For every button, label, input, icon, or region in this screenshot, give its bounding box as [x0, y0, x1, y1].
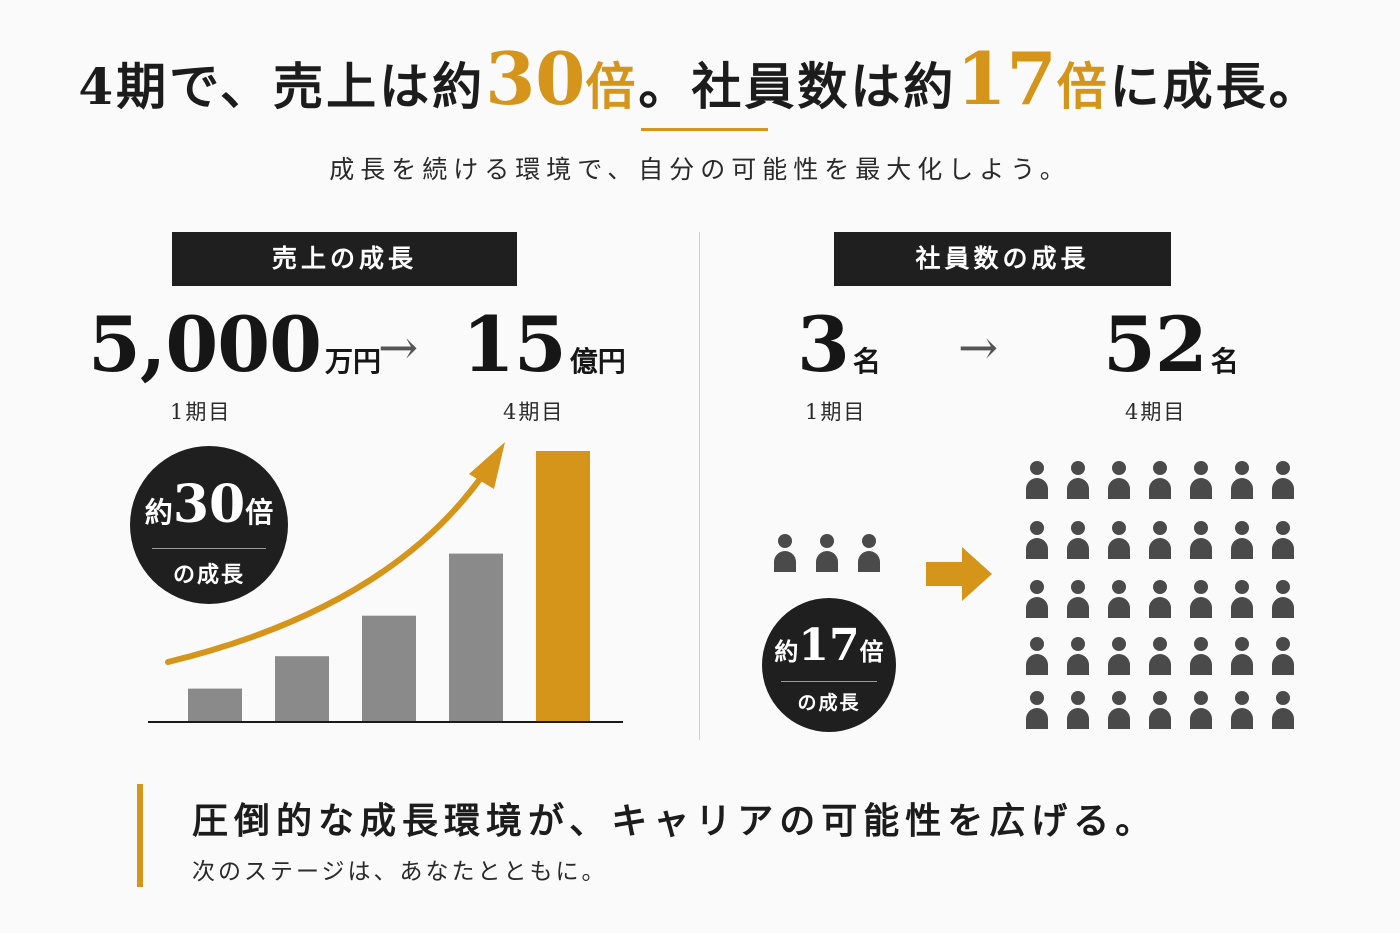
person-icon	[858, 534, 880, 572]
sales-bars	[188, 451, 590, 721]
staff-badge-number: 17	[798, 620, 860, 671]
sales-bar-1	[188, 688, 242, 721]
person-icon	[1067, 637, 1089, 675]
headline-part3: に成長。	[1109, 57, 1322, 116]
person-icon	[1067, 691, 1089, 729]
person-icon	[1190, 637, 1212, 675]
sales-bar-4	[449, 553, 503, 721]
person-icon	[1108, 637, 1130, 675]
person-icon	[1026, 461, 1048, 499]
person-icon	[1026, 521, 1048, 559]
sales-section-label: 売上の成長	[172, 232, 517, 286]
person-icon	[1108, 580, 1130, 618]
sales-badge-suffix: 倍	[245, 496, 274, 529]
sales-from-period: 1期目	[170, 400, 232, 424]
staff-from-value: 3	[797, 300, 850, 389]
title-underline	[641, 128, 768, 131]
staff-badge-caption: の成長	[797, 692, 861, 714]
person-icon	[1272, 637, 1294, 675]
headline-sales-unit: 倍	[585, 57, 639, 116]
person-icon	[1149, 691, 1171, 729]
sales-growth-chart	[148, 442, 623, 723]
sales-bar-3	[362, 615, 416, 721]
staff-to-value: 52	[1103, 300, 1208, 389]
bottom-submessage: 次のステージは、あなたとともに。	[192, 859, 608, 885]
sales-from-unit: 万円	[324, 345, 381, 378]
person-icon	[1026, 580, 1048, 618]
person-icon	[1108, 461, 1130, 499]
bottom-message: 圧倒的な成長環境が、キャリアの可能性を広げる。	[192, 800, 1158, 842]
person-icon	[1149, 461, 1171, 499]
headline-sales-multiplier: 30	[485, 36, 586, 121]
person-icon	[1149, 580, 1171, 618]
sales-to-period: 4期目	[503, 400, 565, 424]
person-icon	[1231, 691, 1253, 729]
headline-part2: 。社員数は約	[638, 57, 957, 116]
sales-arrow-icon: →	[378, 320, 419, 376]
person-icon	[1149, 637, 1171, 675]
sales-to-unit: 億円	[569, 345, 626, 378]
person-icon	[1190, 521, 1212, 559]
sales-to-stat: 15 億円	[462, 300, 626, 389]
person-icon	[1108, 521, 1130, 559]
staff-section-label: 社員数の成長	[834, 232, 1171, 286]
person-icon	[1190, 691, 1212, 729]
person-icon	[1108, 691, 1130, 729]
staff-badge-prefix: 約	[774, 637, 799, 666]
sales-badge-caption: の成長	[172, 563, 245, 588]
person-icon	[1231, 637, 1253, 675]
person-icon	[816, 534, 838, 572]
staff-badge-suffix: 倍	[859, 637, 884, 666]
sales-growth-badge: 約30倍 の成長	[130, 446, 288, 604]
headline-staff-multiplier: 17	[956, 36, 1057, 121]
person-icon	[1272, 580, 1294, 618]
person-icon	[1190, 580, 1212, 618]
person-icon	[1231, 521, 1253, 559]
headline: 4期で、売上は約30倍。社員数は約17倍に成長。	[0, 36, 1400, 130]
growth-arrowhead-icon	[469, 442, 505, 489]
staff-from-period: 1期目	[805, 400, 867, 424]
staff-to-period: 4期目	[1125, 400, 1187, 424]
headline-staff-unit: 倍	[1056, 57, 1110, 116]
sales-badge-prefix: 約	[144, 496, 173, 529]
person-icon	[1067, 461, 1089, 499]
person-icon	[1026, 637, 1048, 675]
bottom-accent-bar	[137, 784, 143, 887]
staff-arrow-icon: →	[958, 320, 999, 376]
sales-bar-2	[275, 656, 329, 721]
staff-badge-divider	[781, 681, 877, 682]
chart-baseline	[148, 721, 623, 723]
subtitle: 成長を続ける環境で、自分の可能性を最大化しよう。	[329, 155, 1071, 184]
sales-from-stat: 5,000 万円	[88, 300, 381, 389]
growth-arrow-icon	[926, 547, 992, 601]
section-divider	[699, 232, 700, 740]
sales-badge-divider	[152, 548, 266, 549]
headline-part1: 4期で、売上は約	[78, 57, 486, 116]
staff-to-unit: 名	[1210, 345, 1239, 378]
sales-badge-number: 30	[172, 474, 246, 535]
person-icon	[774, 534, 796, 572]
sales-to-value: 15	[462, 300, 567, 389]
person-icon	[1272, 521, 1294, 559]
person-icon	[1231, 580, 1253, 618]
staff-to-stat: 52 名	[1103, 300, 1239, 389]
person-icon	[1272, 691, 1294, 729]
staff-from-unit: 名	[852, 345, 881, 378]
staff-growth-badge: 約17倍 の成長	[762, 598, 896, 732]
person-icon	[1067, 580, 1089, 618]
sales-from-value: 5,000	[88, 300, 322, 389]
person-icon	[1190, 461, 1212, 499]
person-icon	[1149, 521, 1171, 559]
growth-curve-arrow	[165, 469, 488, 665]
person-icon	[1026, 691, 1048, 729]
person-icon	[1067, 521, 1089, 559]
sales-bar-5	[536, 451, 590, 721]
person-icon	[1272, 461, 1294, 499]
person-icon	[1231, 461, 1253, 499]
